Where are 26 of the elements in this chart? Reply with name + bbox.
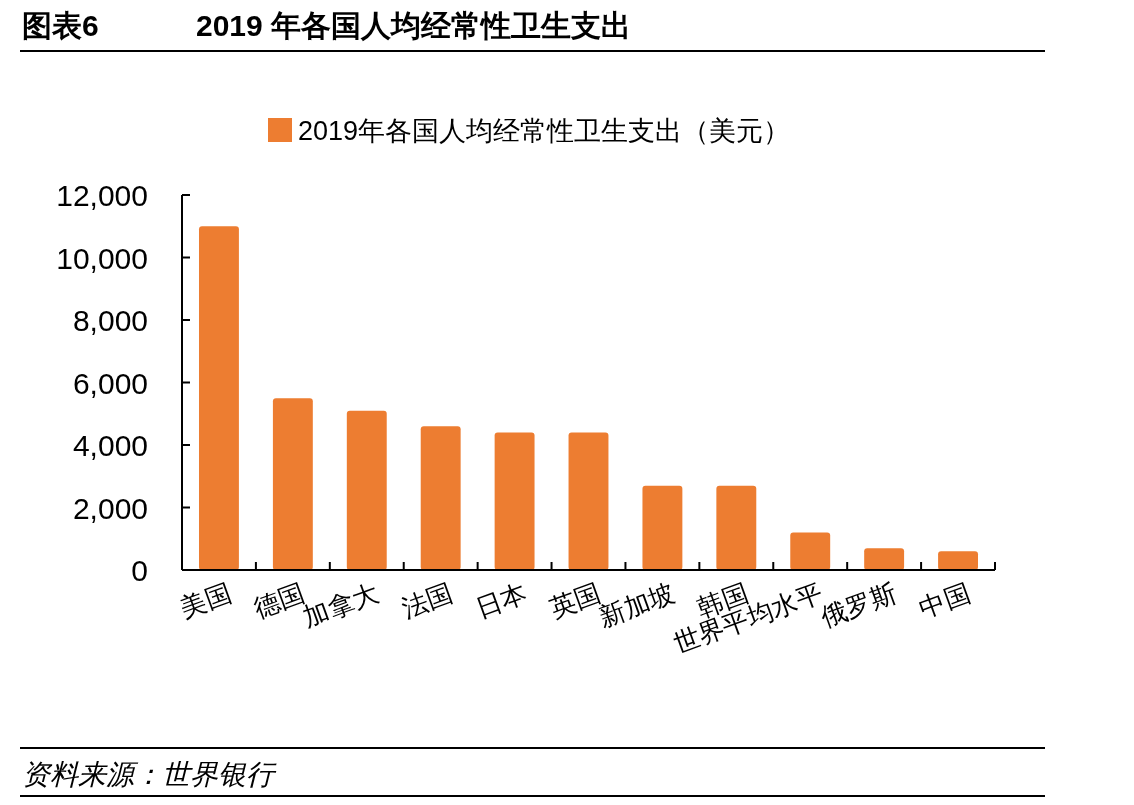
bar (864, 548, 905, 570)
bar (790, 532, 831, 570)
bar (272, 398, 313, 570)
y-tick-label: 8,000 (72, 304, 148, 337)
y-tick-label: 10,000 (56, 241, 148, 275)
bar (420, 426, 461, 570)
bar (199, 226, 239, 570)
bar (642, 485, 683, 570)
chart-subtitle: 2019 年各国人均经常性卫生支出 (196, 9, 632, 42)
bar (346, 410, 387, 570)
bar (938, 551, 978, 570)
x-tick-label: 美国 (175, 577, 236, 624)
x-tick-label: 日本 (471, 577, 531, 624)
bar (494, 432, 535, 570)
text: 资料来源：世界银行 (22, 759, 277, 790)
y-tick-label: 0 (131, 554, 148, 587)
legend-label: 2019年各国人均经常性卫生支出（美元） (298, 116, 791, 146)
y-tick-label: 2,000 (72, 491, 148, 525)
y-tick-label: 12,000 (56, 179, 148, 212)
y-tick-label: 4,000 (72, 429, 148, 462)
bar (716, 485, 757, 570)
chart-title: 图表6 (22, 9, 99, 42)
x-tick-label: 法国 (397, 577, 457, 624)
y-tick-label: 6,000 (72, 366, 148, 400)
x-tick-label: 中国 (914, 577, 975, 624)
bar (568, 432, 609, 570)
